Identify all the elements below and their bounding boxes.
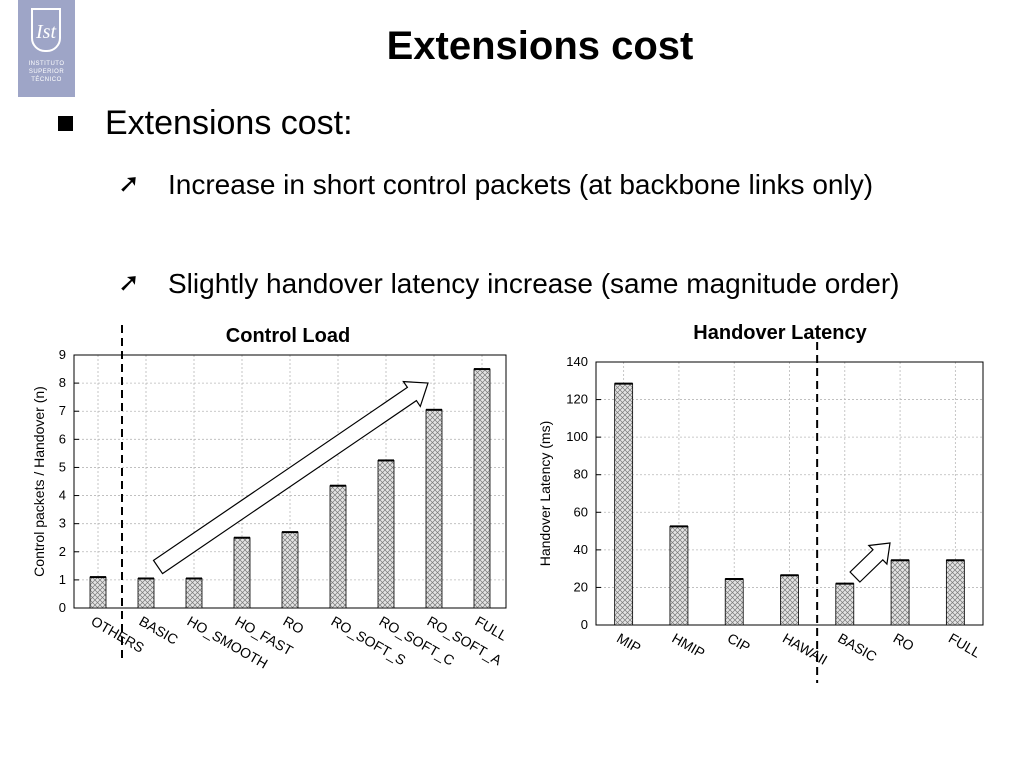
arrow-bullet-icon: ➚ [118,168,140,198]
main-bullet: Extensions cost: [58,104,353,143]
trend-arrow-icon [849,542,891,583]
y-axis-label: Control packets / Handover (n) [31,386,47,577]
x-tick-label: BASIC [835,630,879,665]
logo-text-line: TÉCNICO [31,77,62,83]
bar [724,578,744,626]
y-tick-label: 4 [59,488,66,503]
control-load-chart-svg: Control Load 0 1 2 3 4 5 6 7 8 9 Control packets / … [31,325,510,672]
slide-title: Extensions cost [386,24,694,68]
y-tick-label: 1 [59,572,66,587]
y-tick-label: 120 [566,392,588,407]
bar [835,583,855,626]
y-tick-label: 7 [59,403,66,418]
y-tick-label: 80 [574,467,588,482]
bar [137,578,155,609]
x-tick-label: RO [891,630,917,654]
y-tick-label: 20 [574,579,588,594]
y-tick-label: 2 [59,544,66,559]
handover-latency-chart: Handover Latency 0 20 40 60 80 100 120 140 Handov… [530,315,1010,690]
bar [233,537,251,609]
x-tick-label: HAWAII [780,630,830,668]
bar [329,485,347,609]
bar [89,576,107,609]
y-tick-label: 60 [574,504,588,519]
x-tick-label: HMIP [669,630,707,661]
arrow-bullet-icon: ➚ [118,267,140,297]
y-tick-label: 140 [566,354,588,369]
sub-bullet-text: Slightly handover latency increase (same… [168,268,900,299]
bar [281,531,299,609]
x-tick-label: CIP [725,630,753,656]
y-tick-label: 9 [59,347,66,362]
logo-text-line: SUPERIOR [28,69,65,75]
handover-latency-chart-svg: Handover Latency 0 20 40 60 80 100 120 140 Handov… [537,322,984,683]
logo-text: INSTITUTO SUPERIOR TÉCNICO [18,60,75,84]
bar [377,460,395,609]
bar [473,368,491,609]
control-load-chart: Control Load 0 1 2 3 4 5 6 7 8 9 Control packets / … [0,315,520,690]
y-tick-label: 6 [59,431,66,446]
y-tick-label: 0 [581,617,588,632]
y-tick-label: 0 [59,600,66,615]
y-tick-label: 3 [59,516,66,531]
y-axis-label: Handover Latency (ms) [537,421,553,567]
square-bullet-icon [58,116,73,131]
main-bullet-text: Extensions cost: [105,104,353,142]
x-tick-label: RO [281,613,307,637]
chart-title: Control Load [226,325,350,347]
bar [945,559,965,626]
bar [185,578,203,609]
logo-text-line: INSTITUTO [28,61,65,67]
bar [890,559,910,626]
trend-arrow-icon [152,380,429,575]
x-tick-label: OTHERS [89,613,148,656]
sub-bullet-text: Increase in short control packets (at ba… [168,169,874,200]
y-tick-label: 8 [59,375,66,390]
bar [425,409,443,609]
bar [614,383,634,626]
bar [669,525,689,626]
y-tick-label: 40 [574,542,588,557]
logo-emblem: Ist [31,8,61,52]
bar [780,574,799,626]
y-tick-label: 100 [566,429,588,444]
institution-logo: Ist INSTITUTO SUPERIOR TÉCNICO [18,0,75,97]
y-tick-label: 5 [59,459,66,474]
chart-title: Handover Latency [693,322,867,344]
x-tick-label: FULL [946,630,984,661]
x-tick-label: MIP [614,630,644,656]
